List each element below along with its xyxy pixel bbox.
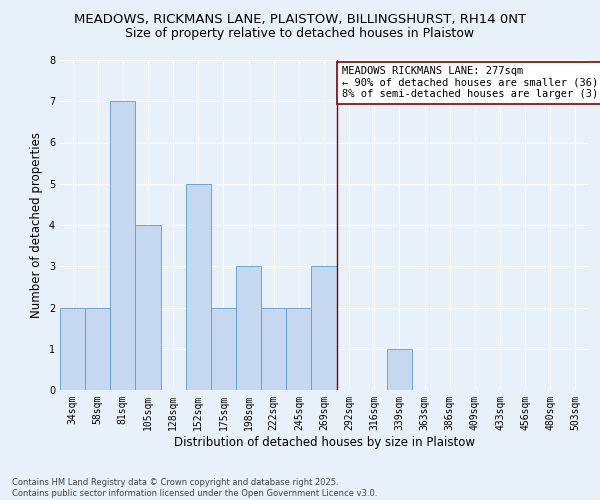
Bar: [261, 308, 286, 390]
Text: Size of property relative to detached houses in Plaistow: Size of property relative to detached ho…: [125, 28, 475, 40]
Bar: [136, 225, 161, 390]
Bar: [286, 308, 311, 390]
Text: MEADOWS, RICKMANS LANE, PLAISTOW, BILLINGSHURST, RH14 0NT: MEADOWS, RICKMANS LANE, PLAISTOW, BILLIN…: [74, 12, 526, 26]
Text: Contains HM Land Registry data © Crown copyright and database right 2025.
Contai: Contains HM Land Registry data © Crown c…: [12, 478, 377, 498]
Text: MEADOWS RICKMANS LANE: 277sqm
← 90% of detached houses are smaller (36)
8% of se: MEADOWS RICKMANS LANE: 277sqm ← 90% of d…: [341, 66, 600, 100]
Bar: [387, 349, 412, 390]
Bar: [236, 266, 261, 390]
Bar: [110, 101, 136, 390]
Y-axis label: Number of detached properties: Number of detached properties: [31, 132, 43, 318]
X-axis label: Distribution of detached houses by size in Plaistow: Distribution of detached houses by size …: [173, 436, 475, 448]
Bar: [85, 308, 110, 390]
Bar: [311, 266, 337, 390]
Bar: [60, 308, 85, 390]
Bar: [186, 184, 211, 390]
Bar: [211, 308, 236, 390]
